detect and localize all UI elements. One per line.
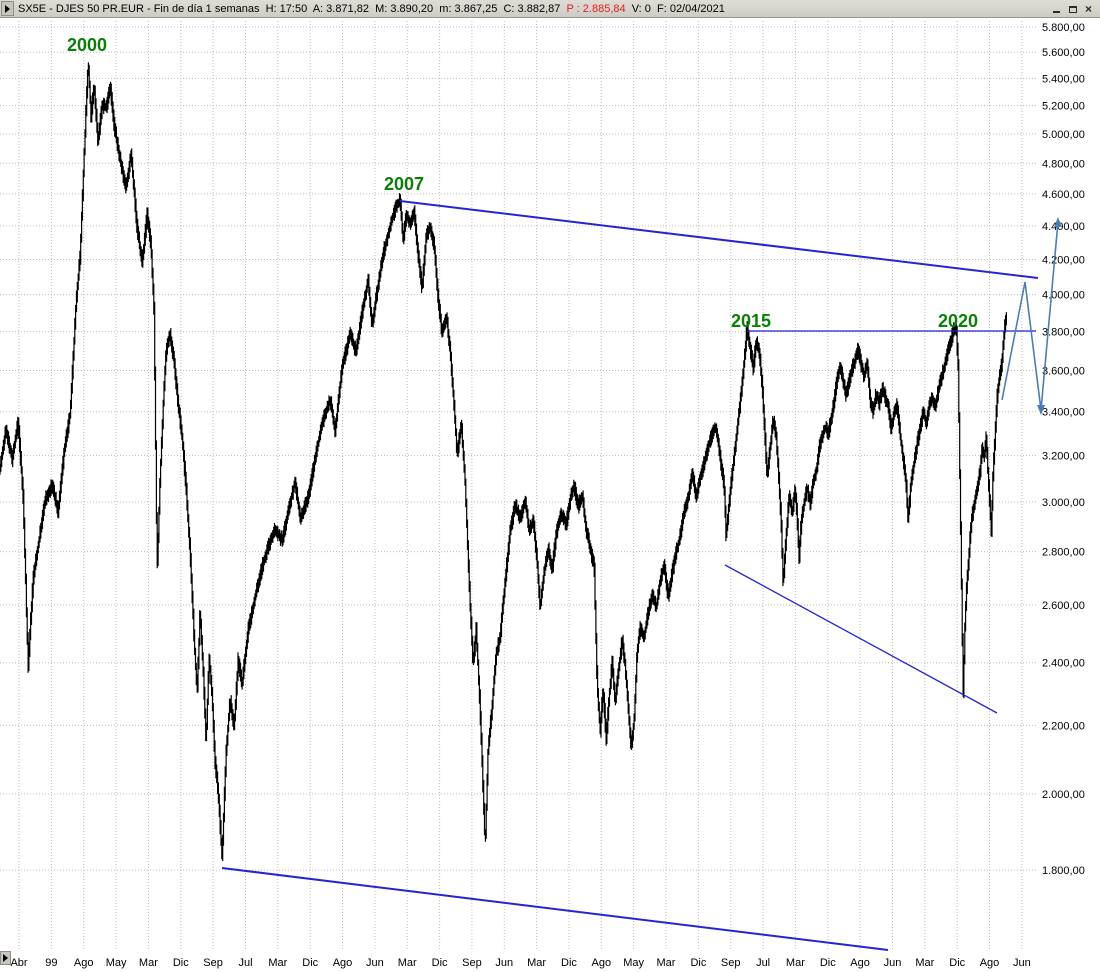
price-series bbox=[0, 62, 1007, 862]
x-tick-label: Dic bbox=[302, 957, 318, 969]
y-tick-label: 3.200,00 bbox=[1042, 450, 1085, 462]
price-chart[interactable]: 5.800,00 5.600,00 5.400,00 5.200,00 5.000,00… bbox=[0, 18, 1100, 972]
y-tick-label: 4.200,00 bbox=[1042, 255, 1085, 267]
trendlines bbox=[221, 200, 1039, 951]
y-tick-label: 2.400,00 bbox=[1042, 658, 1085, 670]
minimize-icon bbox=[1053, 10, 1060, 13]
last-price-value: P : 2.885,84 bbox=[566, 2, 626, 15]
x-axis-labels: Abr 99 Ago May Mar Dic Sep Jul Mar Dic Ago Jun Mar Di… bbox=[10, 957, 1030, 969]
y-axis-labels: 5.800,00 5.600,00 5.400,00 5.200,00 5.000,00… bbox=[1042, 22, 1085, 877]
y-tick-label: 4.800,00 bbox=[1042, 158, 1085, 170]
y-tick-label: 4.600,00 bbox=[1042, 189, 1085, 201]
y-tick-label: 1.800,00 bbox=[1042, 865, 1085, 877]
x-tick-label: Dic bbox=[432, 957, 448, 969]
x-tick-label: Abr bbox=[10, 957, 27, 969]
x-tick-label: Sep bbox=[203, 957, 223, 969]
timeaxis-scroll-button[interactable] bbox=[0, 951, 11, 965]
x-tick-label: Ago bbox=[850, 957, 870, 969]
x-tick-label: Jun bbox=[884, 957, 902, 969]
maximize-button[interactable] bbox=[1066, 3, 1079, 15]
y-tick-label: 2.000,00 bbox=[1042, 789, 1085, 801]
play-icon bbox=[3, 954, 8, 962]
x-tick-label: Mar bbox=[268, 957, 287, 969]
y-tick-label: 5.000,00 bbox=[1042, 129, 1085, 141]
close-icon: × bbox=[1084, 1, 1092, 16]
x-tick-label: Jul bbox=[238, 957, 252, 969]
y-tick-label: 2.800,00 bbox=[1042, 547, 1085, 559]
projection-forecast[interactable] bbox=[1001, 217, 1062, 415]
y-tick-label: 3.600,00 bbox=[1042, 366, 1085, 378]
y-tick-label: 5.800,00 bbox=[1042, 22, 1085, 34]
x-tick-label: Jun bbox=[495, 957, 513, 969]
y-tick-label: 5.200,00 bbox=[1042, 101, 1085, 113]
chart-scroll-button[interactable] bbox=[1, 1, 14, 16]
x-tick-label: Ago bbox=[980, 957, 1000, 969]
x-tick-label: Jun bbox=[366, 957, 384, 969]
x-tick-label: May bbox=[623, 957, 644, 969]
x-tick-label: Mar bbox=[527, 957, 546, 969]
x-tick-label: Sep bbox=[721, 957, 741, 969]
year-annotations: 2000 2007 2015 2020 bbox=[67, 35, 978, 331]
x-tick-label: Dic bbox=[561, 957, 577, 969]
window-titlebar[interactable]: SX5E - DJES 50 PR.EUR - Fin de día 1 sem… bbox=[0, 0, 1100, 18]
y-tick-label: 4.400,00 bbox=[1042, 221, 1085, 233]
x-tick-label: Jun bbox=[1013, 957, 1031, 969]
year-label[interactable]: 2015 bbox=[731, 311, 771, 331]
trendline[interactable] bbox=[221, 867, 889, 951]
play-icon bbox=[5, 4, 10, 13]
x-tick-label: 99 bbox=[45, 957, 57, 969]
window-controls: × bbox=[1050, 3, 1100, 15]
y-tick-label: 3.400,00 bbox=[1042, 407, 1085, 419]
year-label[interactable]: 2020 bbox=[938, 311, 978, 331]
x-tick-label: Jul bbox=[756, 957, 770, 969]
y-tick-label: 2.600,00 bbox=[1042, 600, 1085, 612]
minimize-button[interactable] bbox=[1050, 3, 1063, 15]
x-tick-label: May bbox=[106, 957, 127, 969]
x-tick-label: Dic bbox=[820, 957, 836, 969]
arrowhead-up-icon bbox=[1054, 217, 1062, 227]
trendline[interactable] bbox=[399, 200, 1039, 279]
x-tick-label: Dic bbox=[949, 957, 965, 969]
year-label[interactable]: 2000 bbox=[67, 35, 107, 55]
x-tick-label: Mar bbox=[786, 957, 805, 969]
y-tick-label: 3.000,00 bbox=[1042, 497, 1085, 509]
y-tick-label: 5.600,00 bbox=[1042, 47, 1085, 59]
x-tick-label: Mar bbox=[398, 957, 417, 969]
year-label[interactable]: 2007 bbox=[384, 174, 424, 194]
x-tick-label: Dic bbox=[690, 957, 706, 969]
x-tick-label: Ago bbox=[333, 957, 353, 969]
x-tick-label: Ago bbox=[74, 957, 94, 969]
maximize-icon bbox=[1068, 5, 1077, 13]
y-tick-label: 3.800,00 bbox=[1042, 327, 1085, 339]
y-tick-label: 4.000,00 bbox=[1042, 290, 1085, 302]
y-tick-label: 2.200,00 bbox=[1042, 720, 1085, 732]
x-tick-label: Mar bbox=[139, 957, 158, 969]
chart-grid bbox=[0, 21, 1037, 950]
close-button[interactable]: × bbox=[1082, 3, 1095, 15]
trendline[interactable] bbox=[724, 564, 998, 714]
x-tick-label: Mar bbox=[657, 957, 676, 969]
arrowhead-down-icon bbox=[1037, 405, 1045, 415]
window-title-end: V: 0 F: 02/04/2021 bbox=[625, 2, 725, 15]
projection-line[interactable] bbox=[1001, 221, 1059, 411]
y-tick-label: 5.400,00 bbox=[1042, 73, 1085, 85]
window-title: SX5E - DJES 50 PR.EUR - Fin de día 1 sem… bbox=[18, 2, 567, 15]
x-tick-label: Sep bbox=[462, 957, 482, 969]
x-tick-label: Ago bbox=[592, 957, 612, 969]
x-tick-label: Dic bbox=[173, 957, 189, 969]
x-tick-label: Mar bbox=[915, 957, 934, 969]
